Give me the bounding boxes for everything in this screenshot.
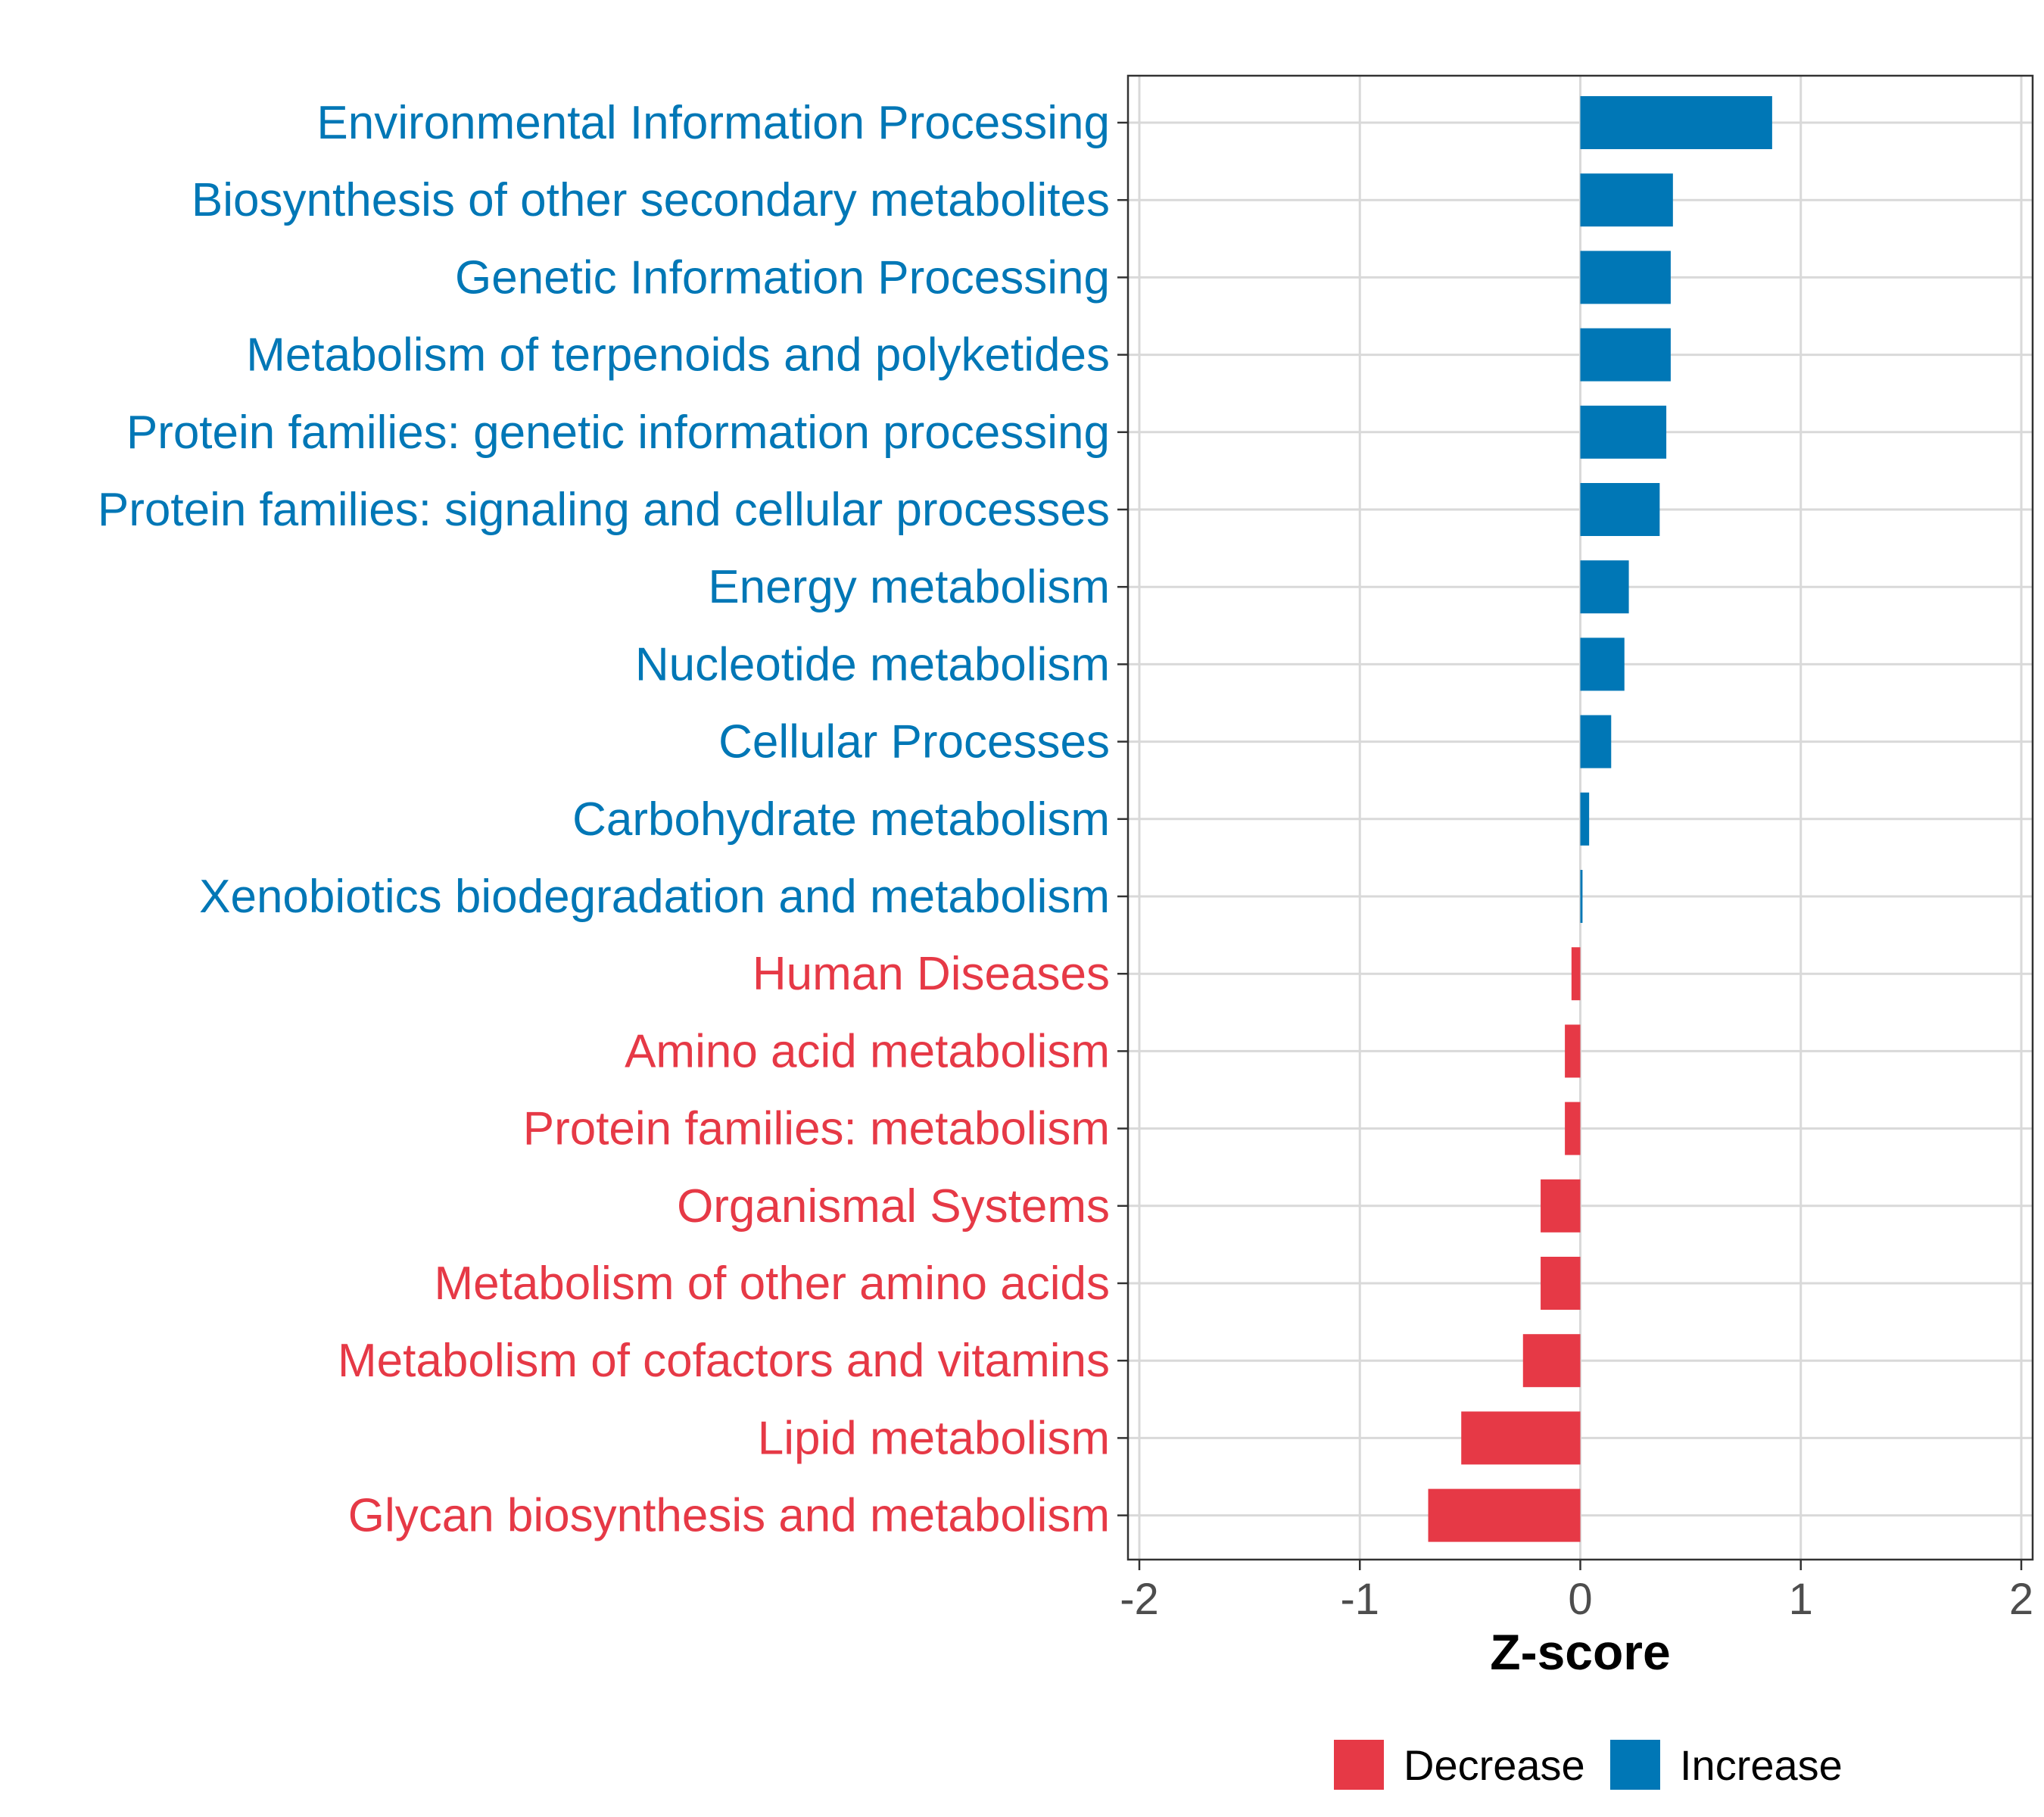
category-label: Energy metabolism: [708, 561, 1110, 613]
bars: [1428, 96, 1772, 1542]
bar-13: [1565, 1024, 1581, 1078]
category-label: Environmental Information Processing: [316, 97, 1110, 149]
legend-label-decrease: Decrease: [1404, 1741, 1585, 1789]
x-tick-label: 1: [1789, 1575, 1813, 1624]
x-tick-label: -1: [1340, 1575, 1379, 1624]
bar-5: [1580, 405, 1667, 459]
category-label: Lipid metabolism: [758, 1412, 1110, 1464]
bar-4: [1580, 328, 1671, 382]
bar-15: [1541, 1179, 1581, 1233]
bar-10: [1580, 792, 1590, 846]
category-label: Amino acid metabolism: [625, 1025, 1110, 1077]
bar-16: [1541, 1257, 1581, 1310]
x-tick-label: 0: [1568, 1575, 1592, 1624]
bar-18: [1461, 1411, 1581, 1465]
bar-7: [1580, 560, 1629, 614]
category-label: Genetic Information Processing: [455, 251, 1110, 304]
category-label: Biosynthesis of other secondary metaboli…: [192, 174, 1110, 226]
bar-2: [1580, 173, 1673, 227]
category-labels: Environmental Information Processing Bios…: [98, 97, 1110, 1542]
legend-swatch-decrease: [1334, 1740, 1384, 1790]
category-label: Carbohydrate metabolism: [572, 793, 1110, 846]
category-label: Protein families: genetic information pr…: [126, 407, 1110, 459]
bar-17: [1522, 1334, 1581, 1388]
category-label: Protein families: signaling and cellular…: [98, 484, 1110, 536]
category-label: Organismal Systems: [677, 1180, 1110, 1233]
category-label: Metabolism of other amino acids: [434, 1258, 1110, 1310]
bar-6: [1580, 483, 1660, 536]
legend: Decrease Increase: [1334, 1740, 1843, 1790]
legend-swatch-increase: [1610, 1740, 1660, 1790]
bar-8: [1580, 637, 1625, 691]
bar-11: [1580, 870, 1583, 923]
bar-12: [1571, 947, 1581, 1001]
bar-19: [1428, 1488, 1581, 1542]
x-axis-title: Z-score: [1490, 1624, 1670, 1680]
category-label: Protein families: metabolism: [523, 1103, 1110, 1155]
x-axis-ticks: -2 -1 0 1 2: [1120, 1560, 2033, 1624]
bar-9: [1580, 715, 1612, 768]
bar-1: [1580, 96, 1772, 149]
category-label: Glycan biosynthesis and metabolism: [348, 1490, 1110, 1542]
y-axis-ticks: [1117, 121, 1128, 1516]
category-label: Metabolism of cofactors and vitamins: [338, 1335, 1110, 1387]
bar-3: [1580, 251, 1671, 304]
legend-label-increase: Increase: [1680, 1741, 1843, 1789]
category-label: Nucleotide metabolism: [635, 638, 1110, 690]
category-label: Xenobiotics biodegradation and metabolis…: [199, 871, 1110, 923]
x-tick-label: 2: [2009, 1575, 2033, 1624]
category-label: Human Diseases: [752, 948, 1110, 1000]
bar-14: [1565, 1102, 1581, 1155]
category-label: Cellular Processes: [718, 716, 1110, 768]
category-label: Metabolism of terpenoids and polyketides: [246, 329, 1110, 382]
x-tick-label: -2: [1120, 1575, 1159, 1624]
